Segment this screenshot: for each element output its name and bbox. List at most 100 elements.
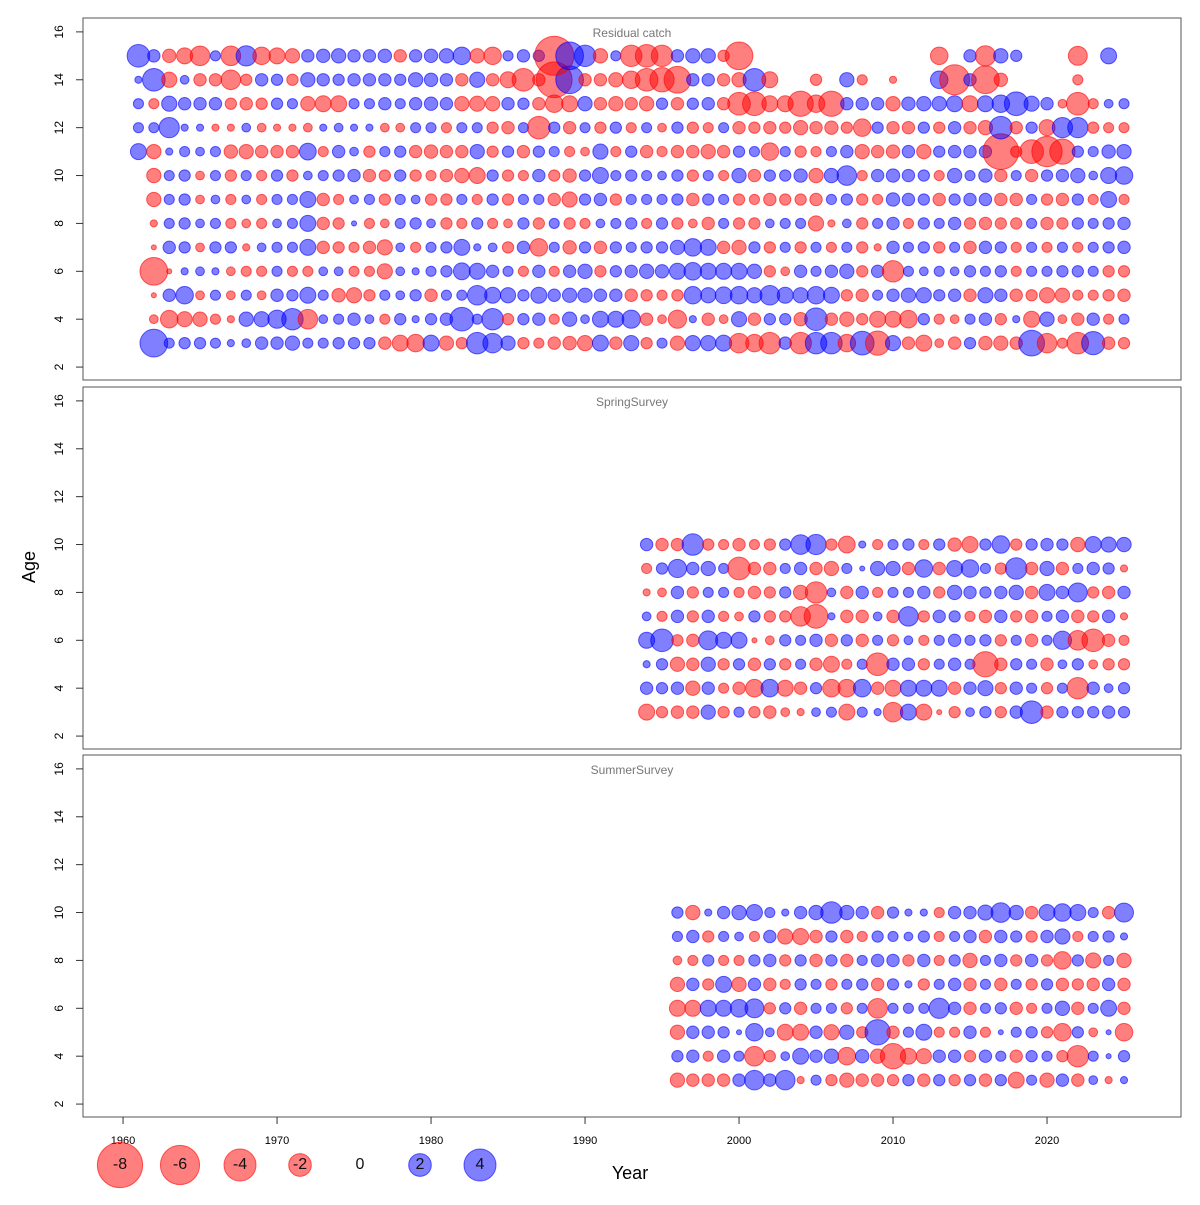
bubble xyxy=(655,97,669,110)
bubble xyxy=(241,218,252,229)
bubble xyxy=(852,678,872,698)
bubble xyxy=(655,217,669,230)
bubble xyxy=(748,121,761,134)
bubble xyxy=(902,265,914,277)
bubble xyxy=(901,336,916,350)
bubble xyxy=(1040,657,1054,671)
bubble xyxy=(256,242,267,253)
bubble xyxy=(455,144,469,159)
bubble xyxy=(226,339,235,348)
bubble xyxy=(332,217,345,230)
y-tick-label: 10 xyxy=(52,906,66,920)
bubble xyxy=(856,978,869,991)
bubble xyxy=(870,144,885,159)
bubble xyxy=(654,264,670,279)
bubble xyxy=(947,633,962,648)
panel-frame xyxy=(82,17,1182,381)
bubble xyxy=(963,144,977,159)
bubble xyxy=(963,288,977,302)
bubble xyxy=(439,73,454,87)
bubble xyxy=(871,930,884,943)
bubble xyxy=(978,609,993,624)
bubble xyxy=(963,681,977,695)
bubble xyxy=(902,217,914,229)
bubble xyxy=(1041,634,1053,646)
bubble xyxy=(1117,1050,1131,1063)
bubble xyxy=(178,217,191,230)
y-tick-label: 14 xyxy=(52,73,66,87)
bubble xyxy=(748,538,760,551)
bubble xyxy=(209,146,221,158)
bubble xyxy=(989,115,1013,140)
bubble xyxy=(699,999,717,1017)
bubble xyxy=(825,1073,838,1087)
bubble xyxy=(425,265,437,277)
bubble xyxy=(962,952,978,969)
bubble xyxy=(1009,681,1023,695)
bubble xyxy=(564,146,576,158)
bubble xyxy=(915,334,933,352)
y-tick-label: 6 xyxy=(52,268,66,275)
bubble xyxy=(684,999,702,1017)
bubble xyxy=(1010,217,1023,230)
bubble xyxy=(881,260,905,283)
bubble xyxy=(964,313,976,325)
bubble xyxy=(1036,332,1058,354)
bubble xyxy=(593,288,608,302)
bubble xyxy=(487,217,499,229)
bubble xyxy=(1040,682,1054,695)
bubble xyxy=(947,288,962,302)
bubble xyxy=(316,240,330,255)
bubble xyxy=(163,217,175,229)
bubble xyxy=(439,144,454,159)
bubble xyxy=(976,95,994,113)
bubble xyxy=(933,289,946,302)
bubble xyxy=(963,192,977,207)
bubble xyxy=(1024,609,1039,624)
bubble xyxy=(440,217,453,230)
bubble xyxy=(225,266,236,277)
bubble xyxy=(532,145,545,158)
legend-label: -2 xyxy=(293,1156,307,1173)
bubble xyxy=(516,240,531,255)
bubble xyxy=(1119,932,1129,941)
bubble xyxy=(936,709,943,716)
bubble xyxy=(1010,241,1022,253)
bubble xyxy=(469,71,486,88)
bubble xyxy=(148,98,160,110)
bubble xyxy=(947,144,962,159)
bubble xyxy=(902,1002,914,1014)
bubble xyxy=(686,610,699,623)
bubble xyxy=(1101,144,1116,159)
bubble xyxy=(836,165,858,186)
bubble xyxy=(915,1048,932,1065)
bubble xyxy=(840,634,853,647)
bubble xyxy=(529,238,549,257)
bubble xyxy=(947,905,962,920)
bubble xyxy=(793,264,808,279)
bubble xyxy=(657,170,667,181)
bubble xyxy=(1087,1002,1099,1014)
bubble xyxy=(700,48,716,64)
bubble xyxy=(855,609,869,624)
bubble xyxy=(810,146,822,158)
bubble xyxy=(333,266,344,277)
legend-bubble xyxy=(288,1153,312,1177)
bubble xyxy=(193,97,207,111)
bubble xyxy=(718,954,730,966)
bubble xyxy=(650,628,674,653)
bubble xyxy=(407,72,424,88)
bubble xyxy=(286,73,299,86)
bubble xyxy=(609,336,623,350)
bubble xyxy=(639,312,654,326)
bubble xyxy=(810,241,822,253)
bubble xyxy=(793,681,808,695)
bubble xyxy=(332,73,345,86)
bubble xyxy=(299,190,317,208)
bubble xyxy=(994,634,1007,647)
bubble xyxy=(655,658,669,671)
bubble xyxy=(683,238,703,257)
bubble xyxy=(872,217,884,229)
bubble xyxy=(1087,610,1100,623)
bubble xyxy=(915,679,933,697)
